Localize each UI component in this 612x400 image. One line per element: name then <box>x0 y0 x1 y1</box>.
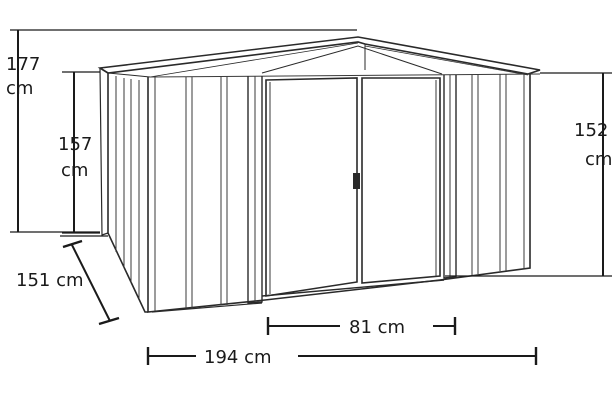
total-height-value: 177 <box>6 54 40 75</box>
front-wall <box>147 74 531 313</box>
depth-label: 151 cm <box>16 270 84 291</box>
dimension-wall-height-right: 152 cm <box>445 72 612 277</box>
shed-illustration <box>97 36 541 313</box>
right-wall-height-unit: cm <box>585 149 612 170</box>
side-wall <box>99 67 148 313</box>
right-wall-height-value: 152 <box>574 120 608 141</box>
dimension-depth: 151 cm <box>16 235 120 326</box>
sliding-doors <box>261 77 445 297</box>
roof <box>97 36 541 78</box>
dimension-total-height: 177 cm <box>6 29 357 233</box>
total-height-unit: cm <box>6 78 33 99</box>
door-width-label: 81 cm <box>349 317 405 338</box>
dimension-total-width: 194 cm <box>146 347 538 368</box>
dimension-door-width: 81 cm <box>266 317 457 338</box>
total-width-label: 194 cm <box>204 347 272 368</box>
left-wall-height-value: 157 <box>58 134 92 155</box>
left-wall-height-unit: cm <box>61 160 88 181</box>
door-handle-icon <box>353 173 360 189</box>
dimension-wall-height-left: 157 cm <box>58 71 100 234</box>
